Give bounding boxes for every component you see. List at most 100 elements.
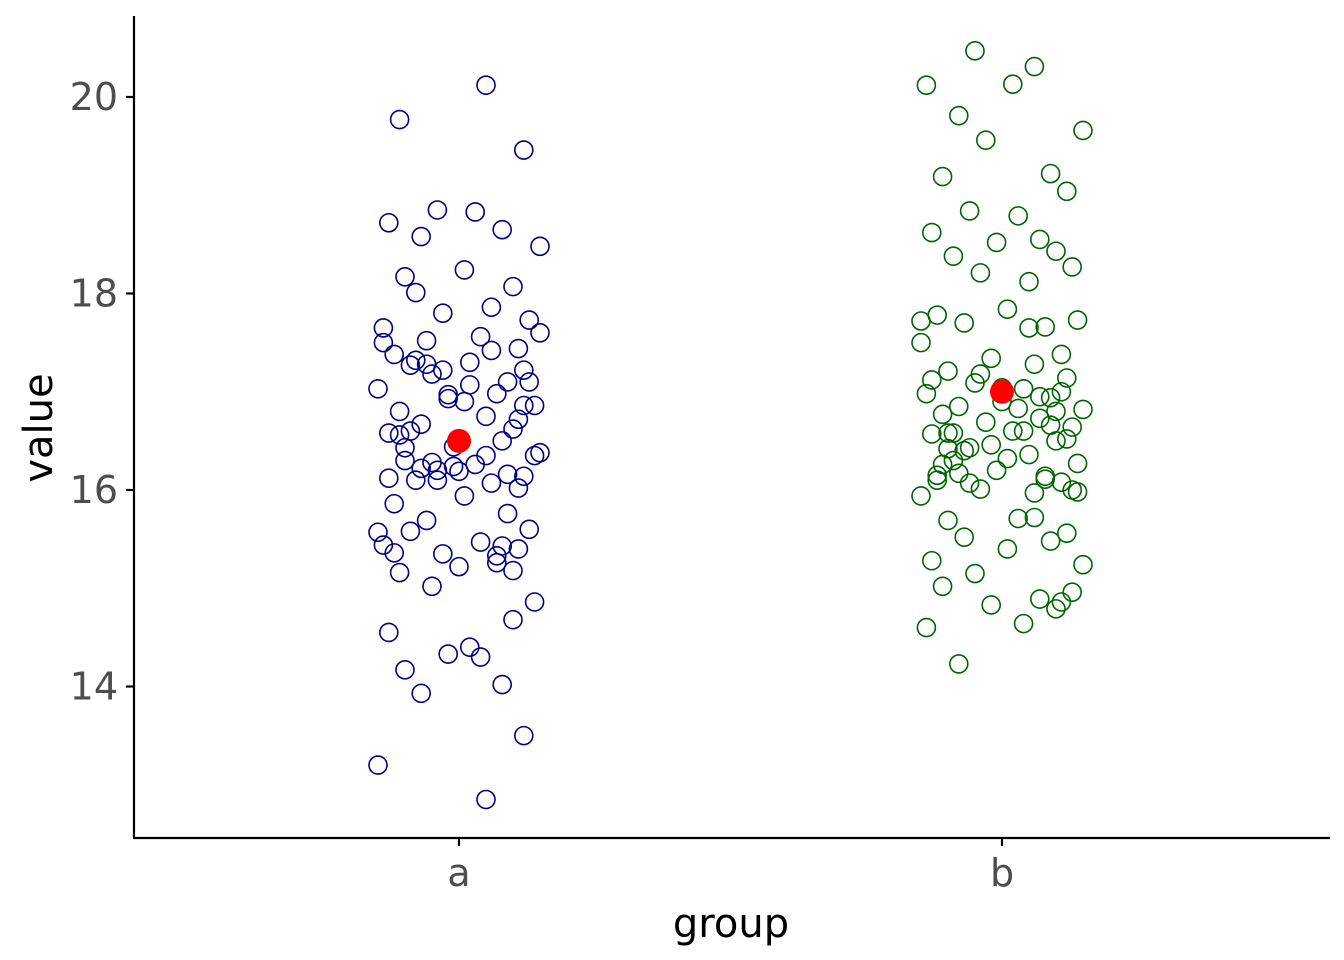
data-point-b xyxy=(986,460,1007,481)
y-axis-title: value xyxy=(16,373,62,482)
data-point-a xyxy=(524,592,545,612)
data-point-b xyxy=(916,383,937,404)
data-point-a xyxy=(395,450,415,471)
data-point-b xyxy=(1046,599,1066,619)
data-point-b xyxy=(1062,257,1082,277)
y-tick-label: 16 xyxy=(70,468,118,512)
data-point-b xyxy=(954,440,975,461)
data-point-a xyxy=(492,536,513,556)
data-point-a xyxy=(368,755,388,775)
data-point-a xyxy=(503,276,523,297)
data-point-b xyxy=(1040,163,1061,184)
data-point-b xyxy=(970,263,991,283)
data-point-b xyxy=(959,201,980,221)
data-point-b xyxy=(916,75,937,96)
data-point-b xyxy=(1057,368,1077,388)
data-point-b xyxy=(1013,421,1034,441)
data-point-a xyxy=(513,360,534,380)
data-point-b xyxy=(1030,229,1050,250)
data-point-a xyxy=(497,464,518,485)
data-point-b xyxy=(1067,453,1088,474)
data-point-b xyxy=(911,486,931,506)
data-point-a xyxy=(378,212,399,233)
data-point-a xyxy=(513,140,534,160)
data-point-a xyxy=(459,637,480,658)
data-point-b xyxy=(948,105,969,126)
data-point-a xyxy=(378,622,399,643)
data-point-b xyxy=(981,595,1002,615)
data-point-a xyxy=(459,352,480,373)
data-point-b xyxy=(1008,398,1029,419)
x-tick-label-a: a xyxy=(447,851,470,895)
data-point-a xyxy=(470,532,491,552)
data-point-b xyxy=(1019,444,1039,465)
data-point-b xyxy=(1030,386,1050,407)
data-point-b xyxy=(1013,379,1034,399)
data-point-a xyxy=(378,423,399,443)
data-point-a xyxy=(503,560,523,581)
data-point-a xyxy=(486,546,507,566)
data-point-b xyxy=(1057,181,1077,202)
data-point-a xyxy=(470,326,491,347)
data-point-a xyxy=(513,725,534,746)
data-point-b xyxy=(970,479,991,499)
data-point-b xyxy=(1040,415,1061,435)
data-point-b xyxy=(927,305,948,325)
data-point-a xyxy=(368,379,388,399)
data-point-b xyxy=(986,232,1007,253)
data-point-a xyxy=(373,332,394,353)
data-point-b xyxy=(1002,74,1023,95)
data-point-b xyxy=(1062,582,1082,602)
data-point-b xyxy=(911,311,931,331)
data-point-b xyxy=(911,332,931,353)
data-point-a xyxy=(476,445,496,466)
data-point-a xyxy=(454,486,475,506)
data-point-b xyxy=(1024,483,1045,503)
data-point-b xyxy=(975,130,996,151)
data-point-a xyxy=(405,282,426,303)
mean-point-b xyxy=(990,379,1014,404)
data-point-b xyxy=(1067,310,1088,330)
data-point-a xyxy=(384,543,405,563)
data-point-a xyxy=(508,338,529,359)
data-point-a xyxy=(389,425,410,445)
data-point-b xyxy=(1035,469,1055,489)
data-point-a xyxy=(530,442,550,463)
data-point-a xyxy=(389,401,410,422)
data-point-a xyxy=(513,466,534,487)
data-point-b xyxy=(1046,401,1066,422)
data-point-b xyxy=(1030,408,1050,429)
data-point-a xyxy=(422,576,442,597)
data-point-a xyxy=(395,659,415,680)
data-point-b xyxy=(1073,399,1093,420)
data-point-b xyxy=(1046,241,1066,262)
data-point-a xyxy=(530,322,550,343)
data-point-b xyxy=(954,527,975,547)
data-point-b xyxy=(932,166,953,187)
data-point-a xyxy=(492,431,513,451)
data-point-a xyxy=(384,493,405,514)
data-point-a xyxy=(497,503,518,524)
data-point-b xyxy=(1019,271,1039,292)
data-point-a xyxy=(519,519,540,540)
data-point-b xyxy=(959,473,980,493)
data-point-a xyxy=(432,544,453,564)
data-point-a xyxy=(416,510,437,531)
data-point-a xyxy=(465,454,486,475)
data-point-a xyxy=(422,452,442,473)
data-point-a xyxy=(416,354,437,375)
data-point-a xyxy=(454,391,475,412)
data-point-b xyxy=(1002,421,1023,441)
y-axis-ticks: 14 16 18 20 xyxy=(70,75,134,709)
y-tick-label: 18 xyxy=(70,272,118,316)
data-point-b xyxy=(1073,120,1093,141)
data-point-b xyxy=(948,654,969,674)
mean-point-a xyxy=(447,428,471,453)
data-point-a xyxy=(427,200,448,220)
data-point-a xyxy=(427,470,448,490)
data-point-a xyxy=(465,202,486,222)
data-point-a xyxy=(384,344,405,365)
data-point-a xyxy=(378,468,399,489)
data-point-b xyxy=(959,437,980,458)
